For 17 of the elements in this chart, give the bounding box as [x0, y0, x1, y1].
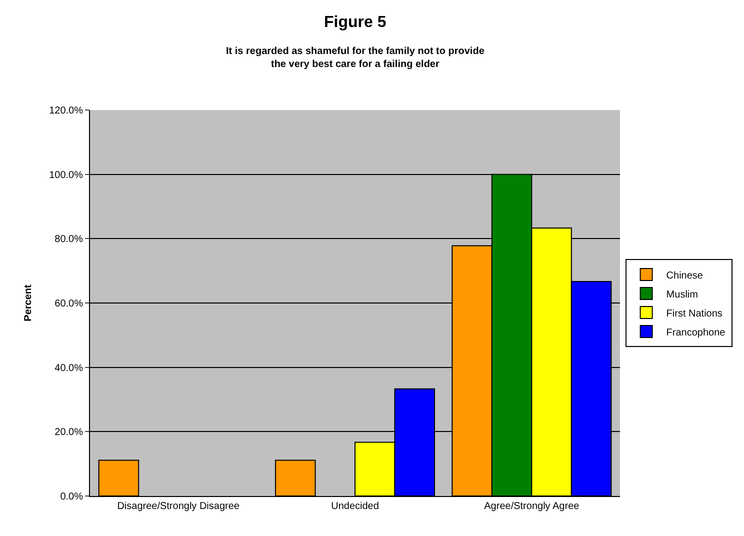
legend-label: Francophone — [666, 327, 726, 338]
y-tick-label: 0.0% — [60, 492, 84, 502]
chart-subtitle: It is regarded as shameful for the family not to provide the very best care for a failing elder — [226, 46, 485, 70]
y-tick-label: 40.0% — [54, 362, 84, 374]
legend-label: Chinese — [666, 270, 704, 282]
y-tick-label: 120.0% — [49, 106, 84, 116]
x-tick-label: Undecided — [331, 501, 379, 512]
y-tick-label: 60.0% — [54, 298, 84, 310]
y-tick-label: 20.0% — [54, 427, 84, 438]
legend-label: First Nations — [666, 308, 722, 320]
y-tick-label: 80.0% — [54, 234, 84, 246]
chart-title: Figure 5 — [324, 14, 386, 31]
x-tick-label: Disagree/Strongly Disagree — [117, 501, 240, 512]
y-axis-title: Percent — [23, 284, 34, 322]
y-tick-label: 100.0% — [49, 170, 84, 181]
x-tick-label: Agree/Strongly Agree — [484, 501, 580, 512]
legend-label: Muslim — [666, 289, 698, 300]
